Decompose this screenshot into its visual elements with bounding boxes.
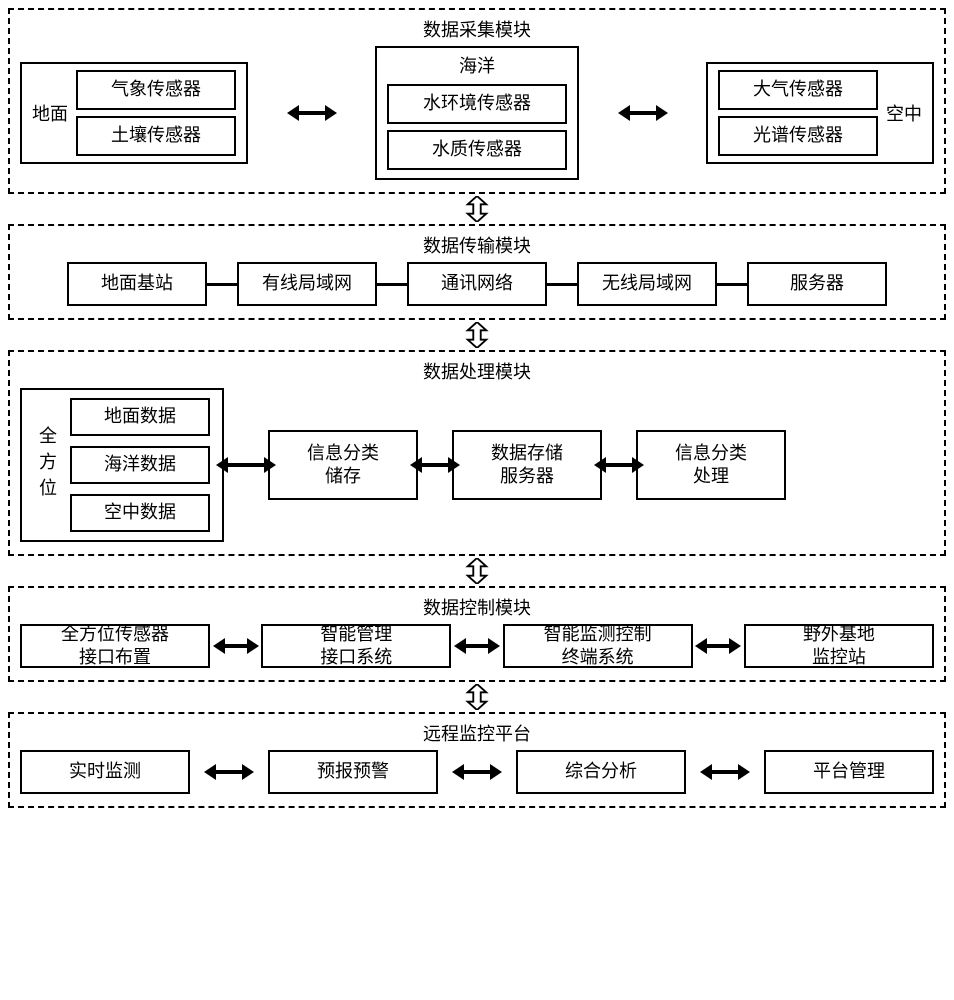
ctrl-field-station: 野外基地 监控站 bbox=[744, 624, 934, 668]
proc-storage-server: 数据存储 服务器 bbox=[452, 430, 602, 500]
data-air: 空中数据 bbox=[70, 494, 210, 532]
ground-sensors: 气象传感器 土壤传感器 bbox=[76, 70, 236, 156]
arrow-plat-1 bbox=[214, 770, 244, 774]
plat-analysis: 综合分析 bbox=[516, 750, 686, 794]
proc-classify-process: 信息分类 处理 bbox=[636, 430, 786, 500]
sensor-meteorological: 气象传感器 bbox=[76, 70, 236, 110]
air-group: 空中 大气传感器 光谱传感器 bbox=[706, 62, 934, 164]
arrow-ocean-air bbox=[628, 111, 658, 115]
trans-server: 服务器 bbox=[747, 262, 887, 306]
vbi-arrow-icon bbox=[465, 558, 489, 584]
line-icon bbox=[717, 283, 747, 286]
connector-ctrl-plat bbox=[8, 684, 946, 710]
vbi-arrow-icon bbox=[465, 322, 489, 348]
module-title-platform: 远程监控平台 bbox=[20, 720, 934, 746]
arrow-plat-2 bbox=[462, 770, 492, 774]
sensor-atmosphere: 大气传感器 bbox=[718, 70, 878, 110]
acquisition-row: 地面 气象传感器 土壤传感器 海洋 水环境传感器 水质传感器 空中 大气传感器 … bbox=[20, 46, 934, 180]
arrow-plat-3 bbox=[710, 770, 740, 774]
data-sources-stack: 地面数据 海洋数据 空中数据 bbox=[70, 398, 210, 532]
transmission-chain: 地面基站 有线局域网 通讯网络 无线局域网 服务器 bbox=[20, 262, 934, 306]
air-sensors: 大气传感器 光谱传感器 bbox=[718, 70, 878, 156]
data-ocean: 海洋数据 bbox=[70, 446, 210, 484]
ocean-group: 海洋 水环境传感器 水质传感器 bbox=[375, 46, 579, 180]
line-icon bbox=[207, 283, 237, 286]
all-dimension-group: 全方位 地面数据 海洋数据 空中数据 bbox=[20, 388, 224, 542]
plat-realtime: 实时监测 bbox=[20, 750, 190, 794]
arrow-ground-ocean bbox=[297, 111, 327, 115]
sensor-water-quality: 水质传感器 bbox=[387, 130, 567, 170]
arrow-ctrl-2 bbox=[464, 644, 490, 648]
arrow-proc-3 bbox=[604, 463, 634, 467]
module-title-acquisition: 数据采集模块 bbox=[20, 16, 934, 42]
arrow-proc-2 bbox=[420, 463, 450, 467]
sensor-soil: 土壤传感器 bbox=[76, 116, 236, 156]
ocean-label: 海洋 bbox=[459, 52, 495, 78]
ground-label: 地面 bbox=[32, 100, 68, 126]
module-title-transmission: 数据传输模块 bbox=[20, 232, 934, 258]
ctrl-sensor-interface: 全方位传感器 接口布置 bbox=[20, 624, 210, 668]
line-icon bbox=[547, 283, 577, 286]
connector-acq-trans bbox=[8, 196, 946, 222]
arrow-ctrl-3 bbox=[705, 644, 731, 648]
module-processing: 数据处理模块 全方位 地面数据 海洋数据 空中数据 信息分类 储存 数据存储 服… bbox=[8, 350, 946, 556]
ctrl-smart-interface: 智能管理 接口系统 bbox=[261, 624, 451, 668]
module-control: 数据控制模块 全方位传感器 接口布置 智能管理 接口系统 智能监测控制 终端系统… bbox=[8, 586, 946, 682]
trans-comm-network: 通讯网络 bbox=[407, 262, 547, 306]
ground-group: 地面 气象传感器 土壤传感器 bbox=[20, 62, 248, 164]
module-title-control: 数据控制模块 bbox=[20, 594, 934, 620]
line-icon bbox=[377, 283, 407, 286]
module-title-processing: 数据处理模块 bbox=[20, 358, 934, 384]
module-transmission: 数据传输模块 地面基站 有线局域网 通讯网络 无线局域网 服务器 bbox=[8, 224, 946, 320]
trans-wireless-lan: 无线局域网 bbox=[577, 262, 717, 306]
module-acquisition: 数据采集模块 地面 气象传感器 土壤传感器 海洋 水环境传感器 水质传感器 空中… bbox=[8, 8, 946, 194]
module-platform: 远程监控平台 实时监测 预报预警 综合分析 平台管理 bbox=[8, 712, 946, 808]
sensor-water-env: 水环境传感器 bbox=[387, 84, 567, 124]
all-dimension-label: 全方位 bbox=[34, 426, 60, 504]
arrow-ctrl-1 bbox=[223, 644, 249, 648]
connector-trans-proc bbox=[8, 322, 946, 348]
arrow-proc-1 bbox=[226, 463, 266, 467]
plat-management: 平台管理 bbox=[764, 750, 934, 794]
proc-classify-store: 信息分类 储存 bbox=[268, 430, 418, 500]
air-label: 空中 bbox=[886, 100, 922, 126]
trans-ground-station: 地面基站 bbox=[67, 262, 207, 306]
plat-forecast-warning: 预报预警 bbox=[268, 750, 438, 794]
trans-wired-lan: 有线局域网 bbox=[237, 262, 377, 306]
vbi-arrow-icon bbox=[465, 684, 489, 710]
processing-row: 全方位 地面数据 海洋数据 空中数据 信息分类 储存 数据存储 服务器 信息分类… bbox=[20, 388, 934, 542]
sensor-spectrum: 光谱传感器 bbox=[718, 116, 878, 156]
ctrl-monitor-terminal: 智能监测控制 终端系统 bbox=[503, 624, 693, 668]
connector-proc-ctrl bbox=[8, 558, 946, 584]
platform-chain: 实时监测 预报预警 综合分析 平台管理 bbox=[20, 750, 934, 794]
vbi-arrow-icon bbox=[465, 196, 489, 222]
control-chain: 全方位传感器 接口布置 智能管理 接口系统 智能监测控制 终端系统 野外基地 监… bbox=[20, 624, 934, 668]
data-ground: 地面数据 bbox=[70, 398, 210, 436]
